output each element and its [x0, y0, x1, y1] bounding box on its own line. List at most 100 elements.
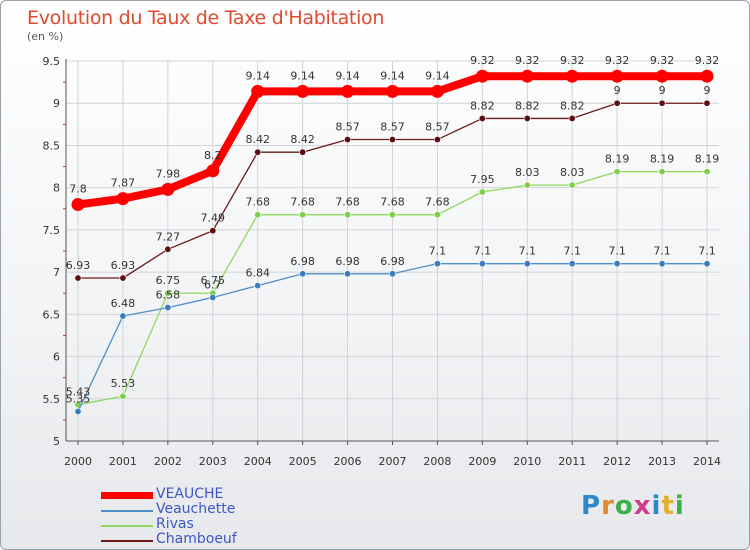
logo-letter: i	[651, 491, 662, 521]
data-point	[119, 312, 127, 320]
x-tick-label: 2006	[334, 455, 362, 468]
data-label: 7.68	[290, 196, 315, 209]
logo-letter: P	[581, 491, 602, 521]
data-point	[700, 69, 714, 83]
data-point	[344, 211, 352, 219]
data-label: 9	[614, 84, 621, 97]
legend-swatch	[101, 510, 153, 512]
legend-label: Veauchette	[156, 501, 236, 517]
data-point	[433, 260, 441, 268]
data-point	[74, 407, 82, 415]
data-point	[478, 114, 486, 122]
legend-label: Chamboeuf	[156, 531, 237, 547]
proxiti-logo: Proxiti	[581, 491, 685, 521]
y-tick-label: 5	[53, 435, 60, 448]
data-point	[703, 168, 711, 176]
data-label: 9.32	[515, 54, 540, 67]
data-label: 8.03	[560, 166, 585, 179]
data-point	[655, 69, 669, 83]
y-tick-label: 7.5	[43, 224, 61, 237]
x-tick-label: 2014	[693, 455, 721, 468]
data-label: 7.98	[156, 167, 181, 180]
data-label: 8.42	[290, 133, 315, 146]
data-point	[299, 211, 307, 219]
data-label: 9.14	[380, 69, 405, 82]
legend-label: VEAUCHE	[156, 486, 224, 502]
data-label: 5.35	[66, 392, 91, 405]
data-label: 8.03	[515, 166, 540, 179]
data-label: 6.98	[335, 255, 360, 268]
data-point	[703, 260, 711, 268]
data-label: 9.14	[290, 69, 315, 82]
data-label: 8.42	[245, 133, 270, 146]
data-point	[658, 168, 666, 176]
data-label: 9.32	[560, 54, 585, 67]
data-label: 6.58	[156, 289, 181, 302]
legend-label: Rivas	[156, 516, 194, 532]
data-point	[610, 69, 624, 83]
data-label: 9	[659, 84, 666, 97]
data-point	[658, 260, 666, 268]
data-point	[206, 164, 220, 178]
x-tick-label: 2012	[603, 455, 631, 468]
data-point	[164, 304, 172, 312]
data-label: 7.8	[69, 183, 87, 196]
x-tick-label: 2009	[468, 455, 496, 468]
x-tick-label: 2003	[199, 455, 227, 468]
data-label: 7.87	[111, 177, 136, 190]
x-tick-label: 2000	[64, 455, 92, 468]
data-label: 7.68	[380, 196, 405, 209]
data-point	[523, 181, 531, 189]
data-point	[568, 260, 576, 268]
data-label: 6.75	[156, 274, 181, 287]
data-point	[388, 270, 396, 278]
data-label: 7.1	[698, 245, 716, 258]
data-point	[568, 114, 576, 122]
data-point	[119, 392, 127, 400]
data-label: 6.48	[111, 297, 136, 310]
data-label: 6.93	[111, 259, 136, 272]
data-point	[119, 274, 127, 282]
data-label: 8.57	[425, 121, 450, 134]
data-point	[523, 260, 531, 268]
data-point	[523, 114, 531, 122]
data-point	[299, 148, 307, 156]
x-tick-label: 2007	[379, 455, 407, 468]
data-point	[565, 69, 579, 83]
data-point	[209, 227, 217, 235]
data-point	[433, 136, 441, 144]
data-label: 6.7	[204, 278, 222, 291]
data-point	[74, 274, 82, 282]
data-point	[430, 84, 444, 98]
data-label: 7.1	[429, 245, 447, 258]
y-tick-label: 5.5	[43, 393, 61, 406]
data-point	[341, 84, 355, 98]
data-label: 9.14	[335, 69, 360, 82]
data-label: 8.82	[470, 99, 495, 112]
data-label: 8.57	[335, 121, 360, 134]
data-label: 8.19	[695, 153, 720, 166]
data-point	[520, 69, 534, 83]
legend-swatch	[101, 540, 153, 542]
data-label: 7.49	[201, 212, 226, 225]
data-label: 5.53	[111, 377, 136, 390]
data-label: 6.98	[380, 255, 405, 268]
data-label: 9.32	[650, 54, 675, 67]
data-label: 6.98	[290, 255, 315, 268]
data-point	[386, 84, 399, 98]
data-point	[475, 69, 489, 83]
logo-letter: o	[614, 491, 634, 521]
data-label: 7.27	[156, 230, 181, 243]
y-tick-label: 8.5	[43, 139, 61, 152]
y-tick-label: 9	[53, 97, 60, 110]
logo-letter: r	[601, 491, 615, 521]
data-label: 7.1	[653, 245, 671, 258]
y-tick-label: 9.5	[43, 55, 61, 68]
x-tick-label: 2002	[154, 455, 182, 468]
data-label: 9.32	[605, 54, 630, 67]
x-tick-label: 2013	[648, 455, 676, 468]
data-point	[613, 168, 621, 176]
data-point	[658, 99, 666, 107]
data-point	[703, 99, 711, 107]
